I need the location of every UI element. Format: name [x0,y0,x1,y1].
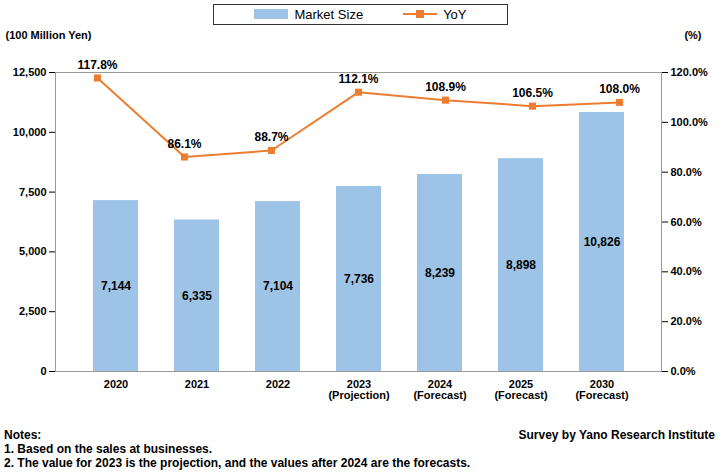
svg-text:7,104: 7,104 [263,279,293,293]
svg-text:100.0%: 100.0% [671,116,709,128]
svg-text:10,826: 10,826 [584,235,621,249]
svg-text:(100 Million Yen): (100 Million Yen) [6,29,92,41]
svg-text:2023(Projection): 2023(Projection) [328,378,389,401]
svg-text:7,144: 7,144 [101,279,131,293]
svg-text:2024(Forecast): 2024(Forecast) [413,378,467,401]
svg-text:20.0%: 20.0% [671,315,702,327]
svg-text:106.5%: 106.5% [512,86,553,100]
svg-text:6,335: 6,335 [182,289,212,303]
svg-text:7,736: 7,736 [344,272,374,286]
svg-text:112.1%: 112.1% [338,72,378,86]
svg-text:2030(Forecast): 2030(Forecast) [575,378,629,401]
svg-text:86.1%: 86.1% [167,137,201,151]
svg-text:117.8%: 117.8% [77,58,117,72]
svg-text:2025(Forecast): 2025(Forecast) [494,378,548,401]
svg-text:80.0%: 80.0% [671,166,702,178]
svg-text:0.0%: 0.0% [671,365,696,377]
svg-text:5,000: 5,000 [19,245,47,257]
svg-text:8,239: 8,239 [425,266,455,280]
svg-text:60.0%: 60.0% [671,216,702,228]
html-text:Survey by Yano Research Instit: Survey by Yano Research Institute [518,428,715,442]
svg-text:108.0%: 108.0% [599,82,640,96]
svg-text:2021: 2021 [185,378,209,390]
svg-text:2020: 2020 [104,378,128,390]
svg-text:88.7%: 88.7% [254,130,288,144]
svg-text:7,500: 7,500 [19,186,47,198]
svg-text:12,500: 12,500 [13,66,47,78]
svg-text:40.0%: 40.0% [671,265,702,277]
svg-text:8,898: 8,898 [506,258,536,272]
svg-text:(%): (%) [684,29,701,41]
svg-text:10,000: 10,000 [13,126,47,138]
svg-text:120.0%: 120.0% [671,66,709,78]
svg-text:2,500: 2,500 [19,305,47,317]
html-text:YoY: YoY [443,6,467,22]
svg-text:2022: 2022 [266,378,290,390]
html-text:Market Size: Market Size [294,6,364,22]
html-text:Notes:: Notes: [4,428,42,442]
html-text:1. Based on the sales at busin: 1. Based on the sales at businesses. [4,442,213,456]
html-text:2. The value for 2023 is the p: 2. The value for 2023 is the projection,… [4,456,471,470]
svg-text:108.9%: 108.9% [425,80,466,94]
svg-text:0: 0 [40,365,46,377]
